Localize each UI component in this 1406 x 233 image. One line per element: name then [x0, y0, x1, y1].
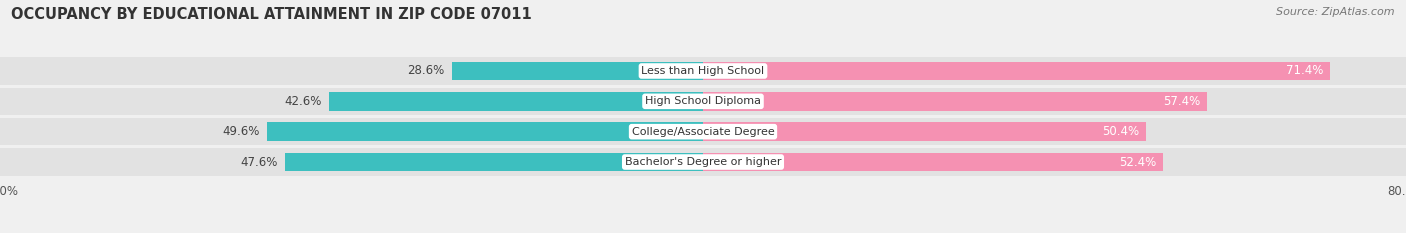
Bar: [703, 122, 1146, 141]
Text: College/Associate Degree: College/Associate Degree: [631, 127, 775, 137]
Bar: [0, 57, 1406, 85]
Text: 28.6%: 28.6%: [408, 65, 444, 78]
Bar: [703, 92, 1208, 111]
Text: Bachelor's Degree or higher: Bachelor's Degree or higher: [624, 157, 782, 167]
Text: Source: ZipAtlas.com: Source: ZipAtlas.com: [1277, 7, 1395, 17]
Bar: [284, 153, 703, 171]
Text: 47.6%: 47.6%: [240, 155, 277, 168]
Bar: [0, 118, 1406, 145]
Text: 71.4%: 71.4%: [1286, 65, 1323, 78]
Bar: [267, 122, 703, 141]
Text: OCCUPANCY BY EDUCATIONAL ATTAINMENT IN ZIP CODE 07011: OCCUPANCY BY EDUCATIONAL ATTAINMENT IN Z…: [11, 7, 531, 22]
Text: High School Diploma: High School Diploma: [645, 96, 761, 106]
Bar: [0, 148, 1406, 176]
Text: Less than High School: Less than High School: [641, 66, 765, 76]
Text: 49.6%: 49.6%: [222, 125, 260, 138]
Bar: [703, 62, 1330, 80]
Text: 50.4%: 50.4%: [1102, 125, 1139, 138]
Bar: [329, 92, 703, 111]
Text: 52.4%: 52.4%: [1119, 155, 1156, 168]
Bar: [451, 62, 703, 80]
Text: 42.6%: 42.6%: [284, 95, 322, 108]
Bar: [0, 88, 1406, 115]
Text: 57.4%: 57.4%: [1163, 95, 1201, 108]
Bar: [703, 153, 1164, 171]
